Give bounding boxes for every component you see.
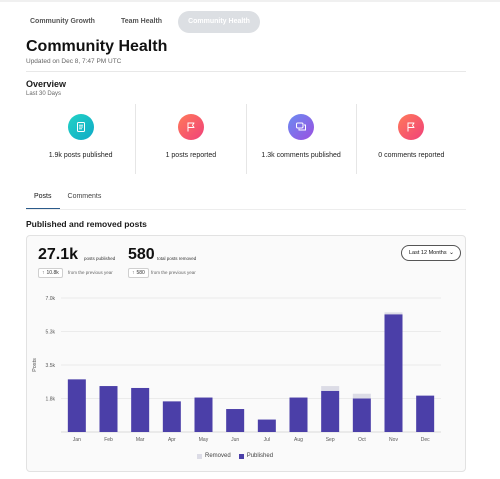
- removed-delta-badge: ↑ 580: [128, 268, 149, 278]
- y-tick-label: 5.3k: [46, 330, 56, 336]
- stat-label: 0 comments reported: [378, 152, 445, 159]
- legend-label: Removed: [205, 453, 231, 459]
- bar-published: [67, 379, 86, 432]
- stat-comments-reported: 0 comments reported: [355, 104, 466, 174]
- bar-removed: [384, 312, 403, 315]
- date-range-label: Last 12 Months: [409, 250, 447, 256]
- stat-comments-published: 1.3k comments published: [245, 104, 356, 174]
- content-tabs: Posts Comments: [26, 193, 109, 210]
- delta-caption: from the previous year: [151, 270, 196, 275]
- bar-published: [321, 390, 340, 432]
- removed-total: 580: [128, 246, 155, 263]
- document-icon: [67, 114, 94, 140]
- bar-published: [384, 314, 403, 432]
- delta-caption: from the previous year: [68, 270, 113, 275]
- x-tick-label: Apr: [168, 437, 176, 443]
- updated-timestamp: Updated on Dec 8, 7:47 PM UTC: [26, 58, 122, 65]
- legend-published: Published: [238, 453, 274, 459]
- x-tick-label: Dec: [421, 437, 430, 443]
- tab-team-health[interactable]: Team Health: [120, 18, 163, 25]
- removed-delta: 580: [136, 269, 145, 276]
- overview-period: Last 30 Days: [26, 91, 62, 97]
- x-tick-label: Sep: [326, 437, 335, 443]
- arrow-up-icon: ↑: [132, 269, 135, 276]
- y-tick-label: 7.0k: [46, 296, 56, 302]
- tab-posts[interactable]: Posts: [26, 193, 60, 210]
- page-title: Community Health: [26, 38, 168, 55]
- x-tick-label: Feb: [104, 437, 113, 443]
- published-delta: 10.8k: [46, 269, 59, 276]
- tab-community-growth[interactable]: Community Growth: [30, 18, 95, 25]
- legend-swatch: [197, 453, 202, 459]
- bar-published: [352, 398, 371, 432]
- section-title: Published and removed posts: [26, 219, 147, 229]
- posts-bar-chart: 1.8k 3.5k 5.3k 7.0k Posts Jan Feb Mar Apr May Jun J…: [32, 296, 441, 443]
- stat-posts-published: 1.9k posts published: [26, 104, 135, 174]
- x-tick-label: Jan: [73, 437, 81, 443]
- x-tick-label: Mar: [136, 437, 145, 443]
- bar-removed: [321, 386, 340, 391]
- y-axis-label: Posts: [32, 358, 38, 372]
- flag-icon: [177, 114, 204, 140]
- stat-label: 1.9k posts published: [48, 152, 113, 159]
- stat-label: 1.3k comments published: [261, 152, 341, 159]
- removed-caption: total posts removed: [157, 256, 197, 261]
- legend-label: Published: [246, 453, 274, 459]
- header-divider: [26, 71, 466, 72]
- x-tick-label: Jun: [231, 437, 239, 443]
- tabs-divider: [26, 209, 466, 210]
- bar-published: [226, 409, 245, 432]
- top-divider: [0, 0, 500, 2]
- published-total: 27.1k: [38, 246, 79, 263]
- published-delta-badge: ↑ 10.8k: [38, 268, 63, 278]
- bar-published: [257, 419, 276, 432]
- chevron-down-icon: ⌄: [448, 250, 454, 256]
- y-tick-label: 1.8k: [46, 397, 56, 403]
- x-tick-label: Nov: [389, 437, 398, 443]
- y-tick-label: 3.5k: [46, 363, 56, 369]
- top-tabs: Community Growth Team Health Community H…: [20, 11, 260, 33]
- bar-published: [162, 401, 181, 432]
- bar-removed: [352, 393, 371, 399]
- overview-title: Overview: [26, 79, 67, 89]
- bar-published: [131, 387, 150, 432]
- flag-icon: [398, 114, 425, 140]
- x-tick-label: May: [199, 437, 209, 443]
- bar-published: [416, 395, 435, 432]
- chart-legend: Removed Published: [197, 453, 273, 459]
- date-range-dropdown[interactable]: Last 12 Months ⌄: [401, 245, 461, 261]
- arrow-up-icon: ↑: [42, 269, 45, 276]
- x-tick-label: Jul: [264, 437, 270, 443]
- stat-posts-reported: 1 posts reported: [135, 104, 245, 174]
- published-caption: posts published: [84, 256, 116, 261]
- comments-icon: [288, 114, 315, 140]
- stat-label: 1 posts reported: [165, 152, 217, 159]
- bar-published: [289, 397, 308, 432]
- bar-published: [99, 386, 118, 432]
- x-tick-label: Oct: [358, 437, 366, 443]
- legend-swatch: [238, 453, 244, 459]
- legend-removed: Removed: [197, 453, 231, 459]
- tab-community-health[interactable]: Community Health: [178, 11, 260, 33]
- x-tick-label: Aug: [294, 437, 303, 443]
- overview-stats: 1.9k posts published 1 posts reported 1.…: [26, 104, 466, 174]
- posts-chart-card: 27.1k posts published ↑ 10.8k from the p…: [26, 235, 466, 472]
- tab-comments[interactable]: Comments: [67, 193, 102, 200]
- bar-published: [194, 397, 213, 432]
